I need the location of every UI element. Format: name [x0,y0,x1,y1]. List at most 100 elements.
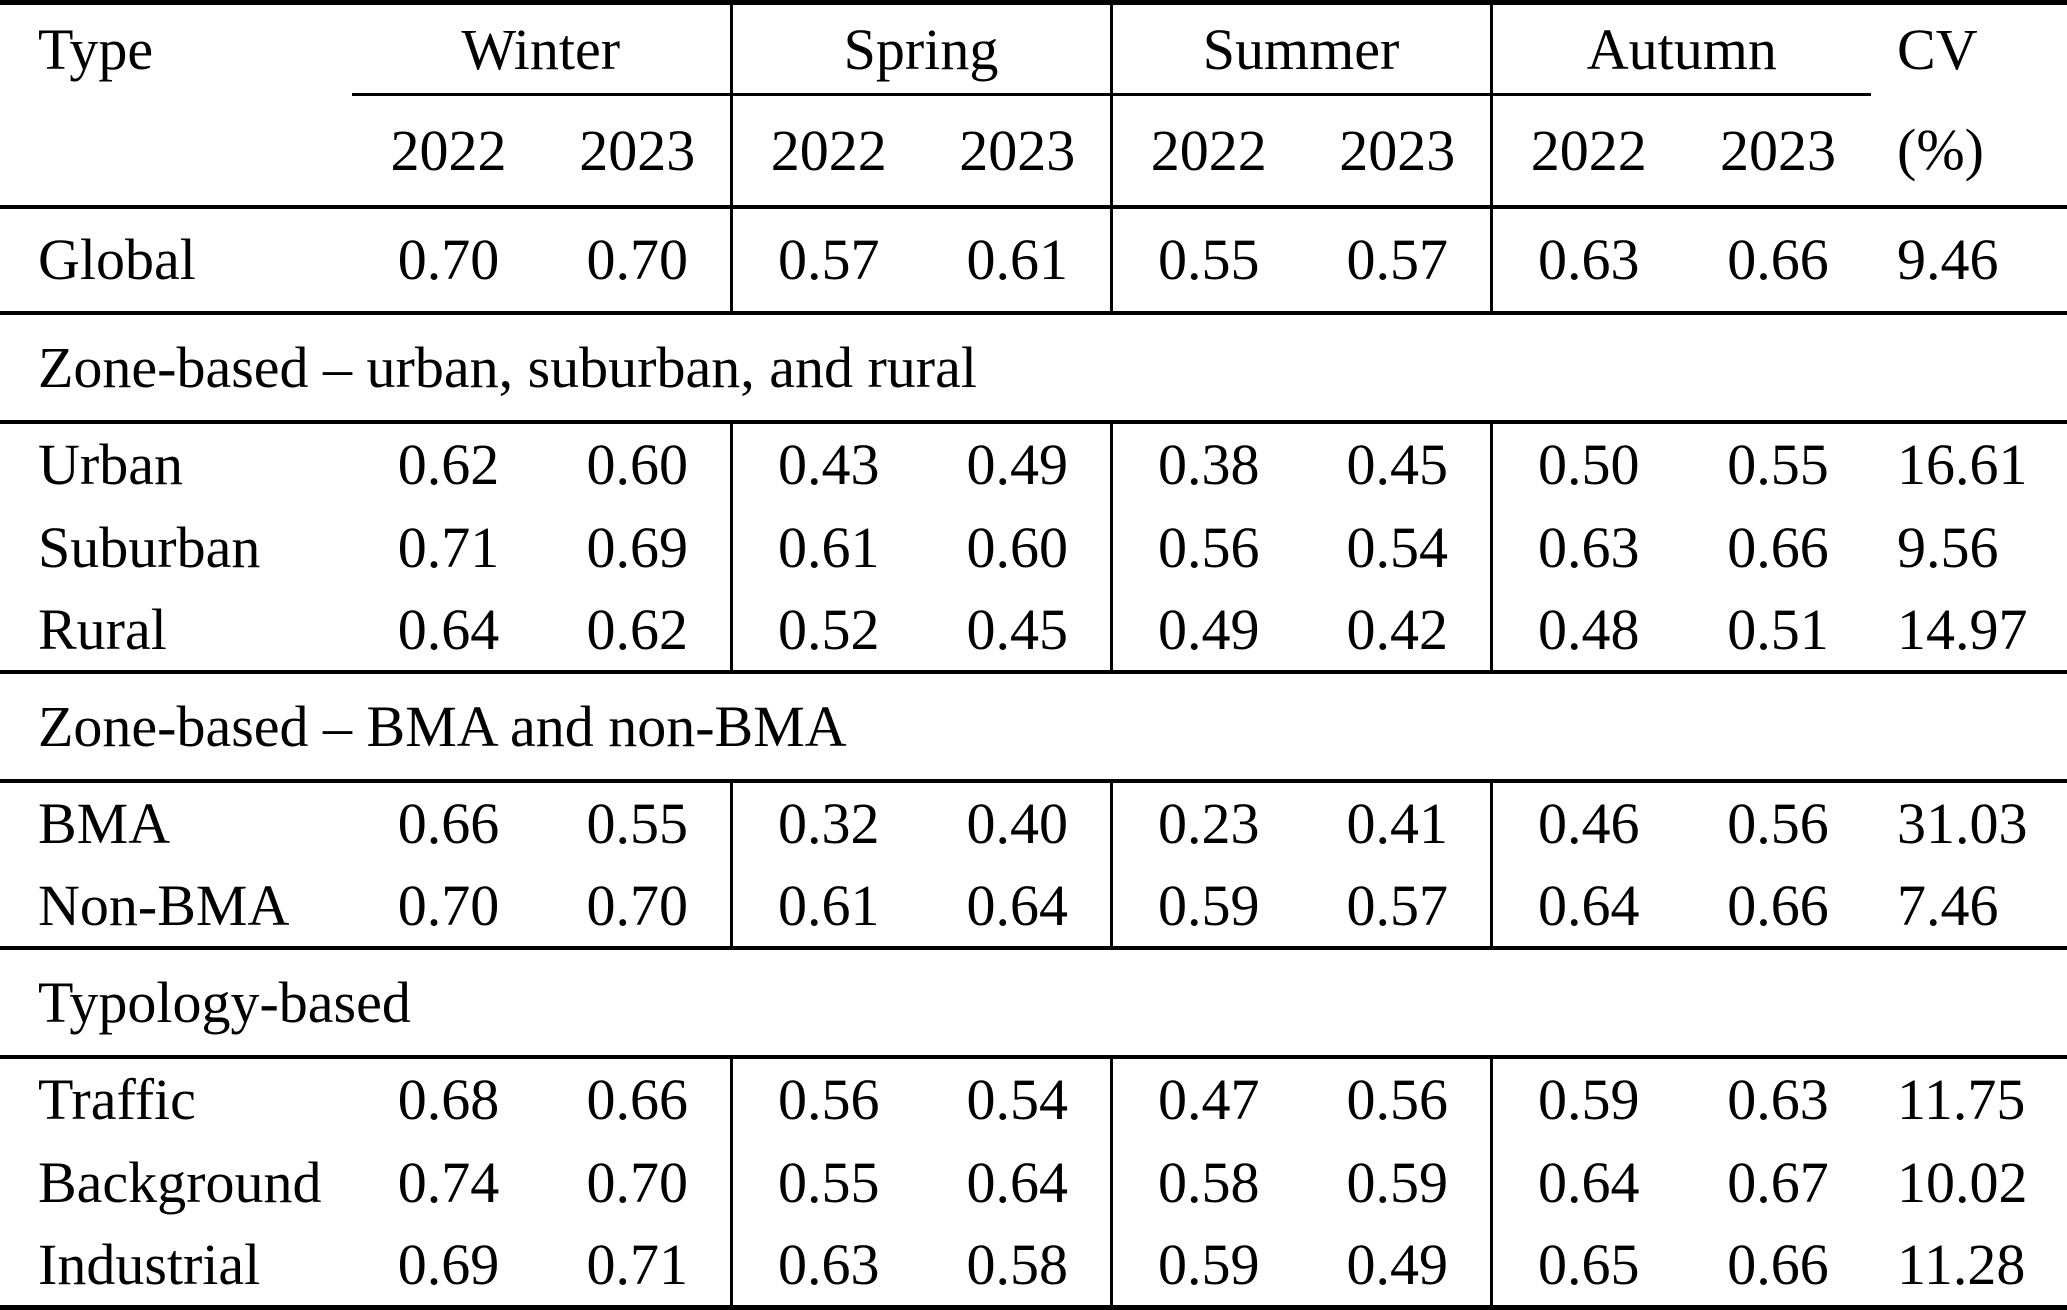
row-label: Urban [38,431,183,497]
table-row-urban: Urban 0.62 0.60 0.43 0.49 0.38 0.45 0.50… [0,421,2067,506]
cell-spring-2022: 0.32 [729,780,925,865]
cell-winter-2023: 0.60 [586,431,689,497]
subheader-spring-2023: 2023 [959,117,1076,183]
cell-winter-2022: 0.68 [397,1067,500,1133]
cell-summer-2023: 0.59 [1346,1149,1449,1215]
subheader-winter-2023: 2023 [579,117,696,183]
cell-cv: 31.03 [1897,791,2028,857]
section-header-row: Zone-based – urban, suburban, and rural [0,313,2067,422]
cell-summer-2022: 0.38 [1109,421,1305,506]
cell-summer-2022: 0.59 [1109,864,1305,949]
cell-summer-2022: 0.49 [1109,588,1305,673]
cell-cv: 7.46 [1897,872,1999,938]
cell-winter-2023: 0.71 [586,1231,689,1297]
subheader-winter-2022: 2022 [390,117,507,183]
row-label: Suburban [38,514,261,580]
row-label: Industrial [38,1231,261,1297]
cell-summer-2023: 0.57 [1346,227,1449,293]
cell-autumn-2023: 0.67 [1727,1149,1829,1215]
cell-winter-2022: 0.62 [397,431,500,497]
cell-winter-2022: 0.69 [397,1231,500,1297]
cell-spring-2023: 0.64 [966,872,1069,938]
cell-autumn-2022: 0.64 [1489,864,1686,949]
table-row-background: Background 0.74 0.70 0.55 0.64 0.58 0.59… [0,1140,2067,1224]
cell-spring-2023: 0.58 [966,1231,1069,1297]
cell-summer-2023: 0.56 [1346,1067,1449,1133]
cell-spring-2022: 0.63 [729,1223,925,1308]
cell-spring-2022: 0.57 [729,206,925,314]
subheader-summer-2023: 2023 [1339,117,1456,183]
section-title: Zone-based – urban, suburban, and rural [38,334,977,400]
col-header-winter: Winter [352,2,731,96]
row-label: Global [38,227,196,293]
cell-autumn-2022: 0.50 [1489,421,1686,506]
cell-summer-2023: 0.45 [1346,431,1449,497]
cell-winter-2022: 0.70 [397,227,500,293]
section-typology-data: Traffic 0.68 0.66 0.56 0.54 0.47 0.56 0.… [0,1056,2067,1308]
subheader-summer-2022: 2022 [1109,94,1305,207]
cell-summer-2022: 0.47 [1109,1056,1305,1141]
cell-autumn-2023: 0.63 [1727,1067,1829,1133]
cell-spring-2023: 0.61 [966,227,1069,293]
cell-summer-2023: 0.54 [1346,514,1449,580]
cell-autumn-2023: 0.55 [1727,431,1829,497]
col-header-autumn: Autumn [1489,2,1872,96]
cell-winter-2022: 0.70 [397,872,500,938]
cell-autumn-2022: 0.48 [1489,588,1686,673]
cell-winter-2023: 0.70 [586,872,689,938]
row-label: Non-BMA [38,872,290,938]
cell-spring-2022: 0.61 [729,864,925,949]
cell-winter-2023: 0.70 [586,1149,689,1215]
section-bma-data: BMA 0.66 0.55 0.32 0.40 0.23 0.41 0.46 0… [0,780,2067,949]
col-header-type: Type [38,17,154,83]
cell-autumn-2023: 0.66 [1727,872,1829,938]
cell-spring-2023: 0.40 [966,791,1069,857]
cell-autumn-2023: 0.66 [1727,1231,1829,1297]
row-label: Traffic [38,1067,196,1133]
cell-spring-2022: 0.56 [729,1056,925,1141]
cell-winter-2023: 0.62 [586,597,689,663]
section-global: Global 0.70 0.70 0.57 0.61 0.55 0.57 0.6… [0,206,2067,314]
cell-autumn-2022: 0.63 [1489,505,1686,589]
cell-autumn-2023: 0.66 [1727,227,1829,293]
row-label: Background [38,1149,322,1215]
table-row-suburban: Suburban 0.71 0.69 0.61 0.60 0.56 0.54 0… [0,505,2067,589]
cell-summer-2023: 0.42 [1346,597,1449,663]
cell-summer-2022: 0.59 [1109,1223,1305,1308]
cell-spring-2023: 0.49 [966,431,1069,497]
cell-autumn-2023: 0.56 [1727,791,1829,857]
row-label: Rural [38,597,167,663]
cell-autumn-2023: 0.51 [1727,597,1829,663]
cell-cv: 14.97 [1897,597,2028,663]
cell-summer-2022: 0.58 [1109,1140,1305,1224]
cell-cv: 9.56 [1897,514,1999,580]
cell-summer-2023: 0.57 [1346,872,1449,938]
cell-autumn-2022: 0.64 [1489,1140,1686,1224]
section-title: Typology-based [38,969,411,1035]
cell-summer-2022: 0.23 [1109,780,1305,865]
section-title: Zone-based – BMA and non-BMA [38,694,847,760]
type-column-spacer [0,95,352,207]
cell-winter-2023: 0.69 [586,514,689,580]
cell-spring-2023: 0.60 [966,514,1069,580]
cell-spring-2023: 0.45 [966,597,1069,663]
subheader-autumn-2023: 2023 [1720,117,1837,183]
cell-spring-2022: 0.55 [729,1140,925,1224]
cell-summer-2022: 0.56 [1109,505,1305,589]
cell-cv: 9.46 [1897,227,1999,293]
cell-autumn-2022: 0.63 [1489,206,1686,314]
section-title-typology: Typology-based [0,948,2067,1057]
section-header-row: Zone-based – BMA and non-BMA [0,672,2067,781]
cell-winter-2022: 0.74 [397,1149,500,1215]
cell-winter-2023: 0.66 [586,1067,689,1133]
header-row-seasons: Type Winter Spring Summer Autumn CV [0,2,2067,96]
table-row-traffic: Traffic 0.68 0.66 0.56 0.54 0.47 0.56 0.… [0,1056,2067,1141]
section-title-zones: Zone-based – urban, suburban, and rural [0,313,2067,422]
cell-winter-2022: 0.71 [397,514,500,580]
table-row-non-bma: Non-BMA 0.70 0.70 0.61 0.64 0.59 0.57 0.… [0,864,2067,949]
subheader-spring-2022: 2022 [729,94,925,207]
table-row-global: Global 0.70 0.70 0.57 0.61 0.55 0.57 0.6… [0,206,2067,314]
table-row-industrial: Industrial 0.69 0.71 0.63 0.58 0.59 0.49… [0,1223,2067,1308]
